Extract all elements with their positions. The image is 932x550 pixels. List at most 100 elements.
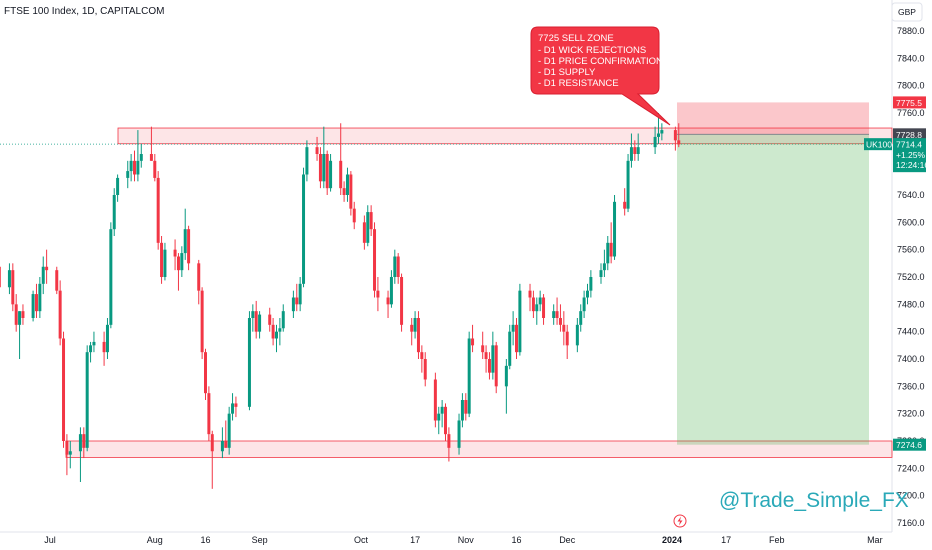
- candle-body: [278, 328, 282, 332]
- candle: [329, 154, 333, 192]
- candle: [369, 205, 373, 236]
- callout-line-2: - D1 WICK REJECTIONS: [538, 45, 646, 56]
- candle: [626, 154, 630, 213]
- candle-body: [271, 324, 275, 339]
- candle: [207, 386, 211, 441]
- candle-body: [504, 365, 508, 387]
- candle: [105, 318, 109, 359]
- candle: [78, 427, 82, 482]
- candle-body: [258, 314, 262, 332]
- candle-body: [41, 266, 45, 284]
- candle: [410, 318, 414, 346]
- candle-body: [305, 147, 309, 175]
- candle: [136, 130, 140, 182]
- take-profit-area: [677, 134, 869, 445]
- candle-body: [464, 400, 468, 414]
- candle: [227, 406, 231, 455]
- candle: [187, 225, 191, 271]
- y-tick-label: 7320.0: [897, 409, 925, 419]
- candle: [291, 290, 295, 318]
- candle-body: [31, 294, 35, 318]
- candle-body: [180, 253, 184, 271]
- candle: [281, 304, 285, 332]
- candle-body: [349, 174, 353, 209]
- candle: [345, 167, 349, 202]
- y-tick-label: 7800.0: [897, 81, 925, 91]
- candle-body: [92, 341, 96, 346]
- y-tick-label: 7760.0: [897, 108, 925, 118]
- symbol-tag-bg[interactable]: [864, 138, 892, 151]
- candle: [278, 318, 282, 346]
- candle: [34, 283, 38, 318]
- candle: [396, 253, 400, 284]
- candle-body: [660, 130, 664, 134]
- stop-loss-area: [677, 102, 869, 135]
- candle-body: [112, 195, 116, 230]
- events-icon[interactable]: [673, 514, 687, 528]
- candle: [494, 341, 498, 394]
- x-tick-label: Nov: [458, 535, 475, 545]
- candle: [89, 341, 93, 363]
- candle: [629, 133, 633, 168]
- symbol-tag[interactable]: UK100: [866, 140, 892, 150]
- candle-body: [416, 318, 420, 353]
- candle-body: [444, 406, 448, 435]
- candle: [362, 215, 366, 250]
- candle-body: [623, 201, 627, 209]
- candle-body: [153, 160, 157, 178]
- watermark: @Trade_Simple_FX: [719, 489, 909, 512]
- candle-body: [528, 290, 532, 298]
- candle-body: [376, 290, 380, 298]
- candle-body: [487, 359, 491, 373]
- candle-body: [85, 352, 89, 448]
- candle-body: [197, 263, 201, 291]
- candle-body: [440, 406, 444, 414]
- candle-body: [518, 290, 522, 353]
- candle-body: [565, 331, 569, 346]
- candle-body: [413, 318, 417, 332]
- candle: [305, 140, 309, 182]
- candle-body: [602, 263, 606, 271]
- currency-selector[interactable]: GBP: [891, 2, 923, 22]
- candle: [373, 222, 377, 298]
- candle-body: [68, 451, 72, 455]
- candle-body: [629, 147, 633, 161]
- candle: [535, 297, 539, 325]
- stop-price-tag: 7775.5: [896, 98, 922, 108]
- candle: [542, 294, 546, 325]
- candle-body: [437, 413, 441, 421]
- candle-body: [55, 270, 59, 291]
- candle-body: [14, 304, 18, 325]
- candle: [38, 277, 42, 318]
- x-axis[interactable]: Jul Aug 16 Sep Oct 17 Nov 16 Dec 2024 17 Feb Mar: [44, 535, 882, 545]
- candle: [538, 290, 542, 312]
- candle: [613, 195, 617, 260]
- candle-body: [471, 338, 475, 346]
- candle: [339, 123, 343, 195]
- callout-line-5: - D1 RESISTANCE: [538, 78, 619, 89]
- candle-body: [585, 290, 589, 298]
- candle-body: [626, 160, 630, 209]
- candle: [231, 393, 235, 421]
- candle: [234, 396, 238, 418]
- x-tick-label: 16: [200, 535, 210, 545]
- candle-body: [133, 160, 137, 175]
- candle: [467, 331, 471, 418]
- candle-body: [542, 297, 546, 318]
- candle-body: [227, 413, 231, 448]
- candle-body: [515, 324, 518, 353]
- candle: [552, 304, 556, 325]
- candle-body: [207, 393, 211, 435]
- candle: [258, 311, 262, 339]
- candle-body: [633, 147, 637, 154]
- candle-body: [582, 297, 586, 312]
- candle: [58, 280, 62, 346]
- callout-bubble: [530, 26, 671, 126]
- sell-zone-callout[interactable]: 7725 SELL ZONE - D1 WICK REJECTIONS - D1…: [530, 26, 671, 126]
- candle-body: [200, 290, 204, 353]
- candle: [268, 307, 272, 332]
- candle-body: [447, 434, 451, 448]
- x-tick-label: Oct: [354, 535, 369, 545]
- chart-title: FTSE 100 Index, 1D, CAPITALCOM: [4, 6, 164, 17]
